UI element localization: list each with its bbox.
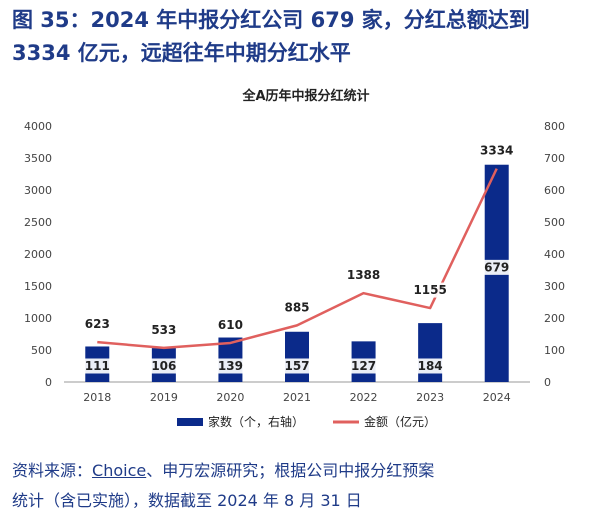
y-left-tick-label: 2500 [24, 216, 52, 229]
figure-title: 图 35：2024 年中报分红公司 679 家，分红总额达到 3334 亿元，远… [12, 8, 530, 65]
x-tick-label: 2023 [416, 391, 444, 404]
bar-value-label: 111 [85, 359, 110, 373]
line-value-label: 610 [218, 318, 243, 332]
dual-axis-chart: 全A历年中报分红统计 05001000150020002500300035004… [24, 88, 565, 429]
x-tick-label: 2020 [216, 391, 244, 404]
bar-value-label-bg [415, 358, 446, 374]
source-rest: 、申万宏源研究；根据公司中报分红预案 [146, 461, 435, 480]
line-value-label: 1155 [413, 283, 446, 297]
bar-value-label: 679 [484, 260, 509, 274]
bar-value-label-bg [481, 259, 512, 275]
bar-2021 [285, 331, 309, 382]
x-tick-label: 2022 [350, 391, 378, 404]
y-left-tick-label: 3000 [24, 184, 52, 197]
y-left-tick-label: 1500 [24, 280, 52, 293]
y-left-tick-label: 2000 [24, 248, 52, 261]
line-layer [97, 168, 498, 350]
line-value-label-bg [477, 143, 516, 159]
source-link-choice[interactable]: Choice [92, 461, 147, 480]
y-left-tick-label: 1000 [24, 312, 52, 325]
y-left-tick-label: 500 [31, 344, 52, 357]
bar-value-label-bg [215, 358, 246, 374]
source-prefix: 资料来源： [12, 461, 93, 480]
labels-layer: 111 106 139 157 127 184 679 623 533 610 885 1388 115… [82, 143, 516, 374]
chart-title: 全A历年中报分红统计 [241, 88, 369, 104]
line-value-label-bg [411, 282, 449, 298]
y-left-tick-label: 3500 [24, 152, 52, 165]
x-tick-label: 2019 [150, 391, 178, 404]
source-tail: 统计（含已实施），数据截至 2024 年 8 月 31 日 [12, 491, 362, 510]
amount-line [97, 168, 498, 350]
line-value-label-bg [215, 317, 246, 333]
y-right-tick-label: 100 [544, 344, 565, 357]
bar-value-label: 139 [218, 359, 243, 373]
legend-label-bar: 家数（个，右轴） [208, 414, 304, 429]
line-value-label: 1388 [347, 268, 380, 282]
line-value-label: 3334 [480, 144, 513, 158]
line-value-label: 533 [151, 323, 176, 337]
legend-label-line: 金额（亿元） [364, 414, 436, 429]
line-value-label: 623 [85, 317, 110, 331]
axes-layer: 0 500 1000 1500 2000 2500 3000 3500 4000 0 100 200 3… [24, 120, 565, 404]
bar-value-label-bg [348, 358, 379, 374]
bar-value-label: 157 [284, 359, 309, 373]
line-value-label-bg [148, 322, 179, 338]
bar-value-label-bg [148, 358, 179, 374]
bar-value-label: 184 [418, 359, 443, 373]
x-tick-label: 2021 [283, 391, 311, 404]
y-left-tick-label: 0 [45, 376, 52, 389]
legend: 家数（个，右轴） 金额（亿元） [177, 414, 436, 429]
y-right-tick-label: 800 [544, 120, 565, 133]
y-right-tick-label: 300 [544, 280, 565, 293]
y-right-tick-label: 0 [544, 376, 551, 389]
bar-value-label-bg [281, 358, 313, 374]
x-tick-label: 2024 [483, 391, 511, 404]
line-value-label-bg [281, 299, 313, 315]
bar-value-label-bg [82, 358, 113, 374]
y-right-tick-label: 500 [544, 216, 565, 229]
line-value-label-bg [82, 316, 113, 332]
y-right-tick-label: 200 [544, 312, 565, 325]
y-left-tick-label: 4000 [24, 120, 52, 133]
bar-value-label: 106 [151, 359, 176, 373]
line-value-label-bg [344, 267, 383, 283]
bar-value-label: 127 [351, 359, 376, 373]
source-note: 资料来源：Choice、申万宏源研究；根据公司中报分红预案 统计（含已实施），数… [12, 456, 597, 516]
line-value-label: 885 [284, 300, 309, 314]
x-tick-label: 2018 [83, 391, 111, 404]
chart-container: 全A历年中报分红统计 0 500 1000 1500 2000 2500 3000 3500 4… [0, 80, 600, 450]
legend-swatch-bar [177, 418, 203, 426]
bars-layer [85, 164, 509, 382]
y-right-tick-label: 600 [544, 184, 565, 197]
y-right-tick-label: 700 [544, 152, 565, 165]
y-right-tick-label: 400 [544, 248, 565, 261]
